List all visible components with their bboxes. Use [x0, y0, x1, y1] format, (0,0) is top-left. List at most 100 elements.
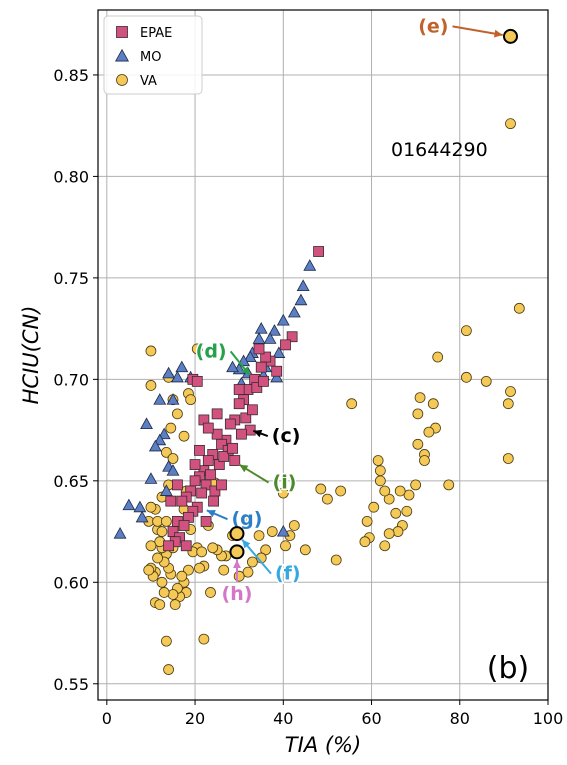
x-tick-label: 40 [273, 709, 293, 728]
va-point [178, 430, 190, 442]
va-point [194, 562, 205, 574]
mo-point [175, 360, 189, 373]
va-point [315, 483, 327, 495]
va-point [266, 526, 278, 537]
mo-point [133, 500, 147, 513]
legend-marker-epae [116, 26, 128, 38]
va-point [432, 351, 444, 363]
epae-point [178, 520, 190, 531]
epae-point [227, 442, 238, 454]
va-point [505, 118, 516, 130]
va-point [412, 408, 424, 420]
epae-point [211, 408, 223, 420]
va-point [242, 566, 254, 578]
va-point [322, 493, 333, 505]
va-point [513, 302, 525, 314]
epae-point [196, 487, 208, 499]
annotation-arrowhead [241, 366, 250, 376]
y-tick-label: 0.75 [53, 269, 89, 288]
va-point [145, 501, 157, 513]
y-tick-label: 0.85 [53, 66, 89, 85]
x-tick-label: 0 [102, 709, 112, 728]
y-tick-label: 0.80 [53, 167, 89, 186]
legend-marker-va [116, 74, 128, 86]
epae-point [216, 479, 227, 491]
va-point [172, 408, 183, 420]
mo-point [170, 370, 184, 383]
panel-label: (b) [487, 651, 529, 686]
va-point [260, 544, 272, 556]
va-point [154, 599, 166, 611]
epae-point [224, 418, 236, 430]
va-point [205, 587, 216, 598]
x-tick-label: 100 [533, 709, 564, 728]
va-point [505, 386, 516, 397]
mo-point [157, 427, 171, 440]
va-point [299, 544, 311, 556]
va-point [410, 479, 422, 491]
epae-point [211, 428, 223, 440]
mo-point [243, 350, 257, 363]
va-point [145, 540, 157, 552]
va-point [372, 455, 384, 466]
mo-point [162, 366, 176, 379]
va-point [383, 493, 395, 505]
mo-point [153, 393, 167, 405]
annotations: (e) (d) (c) (i) (g) (f) (h) [194, 14, 518, 606]
va-point [152, 552, 163, 564]
va-point [145, 380, 157, 391]
va-point [158, 587, 170, 598]
va-point [247, 556, 258, 568]
annotation-label: (h) [222, 583, 253, 605]
va-point [169, 599, 181, 611]
va-point [335, 485, 347, 497]
mo-point [296, 279, 310, 292]
mo-point [268, 324, 281, 336]
va-point [361, 516, 373, 527]
va-point [185, 394, 197, 406]
epae-point [191, 375, 203, 387]
va-point [346, 398, 358, 410]
y-tick-label: 0.65 [53, 472, 89, 491]
va-point [423, 426, 435, 438]
x-tick-label: 80 [450, 709, 470, 728]
annotation-label: (f) [275, 563, 301, 585]
epae-point [253, 343, 265, 355]
va-point [379, 540, 391, 552]
va-point [198, 633, 210, 645]
va-point [427, 398, 439, 410]
va-point [288, 520, 300, 531]
epae-point [172, 479, 183, 491]
epae-point [251, 382, 263, 393]
epae-point [313, 246, 324, 257]
annotation-arrowhead [239, 464, 249, 473]
y-axis-label: HCIU(CN) [19, 306, 43, 405]
va-point [160, 516, 172, 527]
va-point [165, 422, 177, 434]
mo-point [166, 393, 180, 405]
va-point [394, 485, 406, 497]
va-point [374, 475, 386, 487]
va-point [253, 530, 265, 542]
annotation-arrowhead [493, 29, 503, 38]
mo-point [148, 439, 162, 452]
epae-point [202, 422, 214, 434]
mo-point [276, 313, 290, 326]
mo-point [122, 498, 136, 511]
mo-point [113, 527, 127, 539]
va-point [403, 489, 415, 501]
va-point [145, 345, 157, 357]
epae-point [163, 540, 174, 552]
annotation-label: (c) [272, 425, 301, 447]
va-point [383, 528, 395, 539]
va-point [414, 392, 426, 404]
epae-point [271, 365, 283, 377]
mo-point [287, 305, 301, 318]
epae-point [180, 540, 192, 552]
mo-point [272, 346, 286, 358]
mo-point [153, 433, 167, 446]
epae-point [233, 384, 245, 395]
epae-point [189, 459, 201, 470]
va-point [460, 325, 472, 337]
va-point [502, 398, 514, 410]
